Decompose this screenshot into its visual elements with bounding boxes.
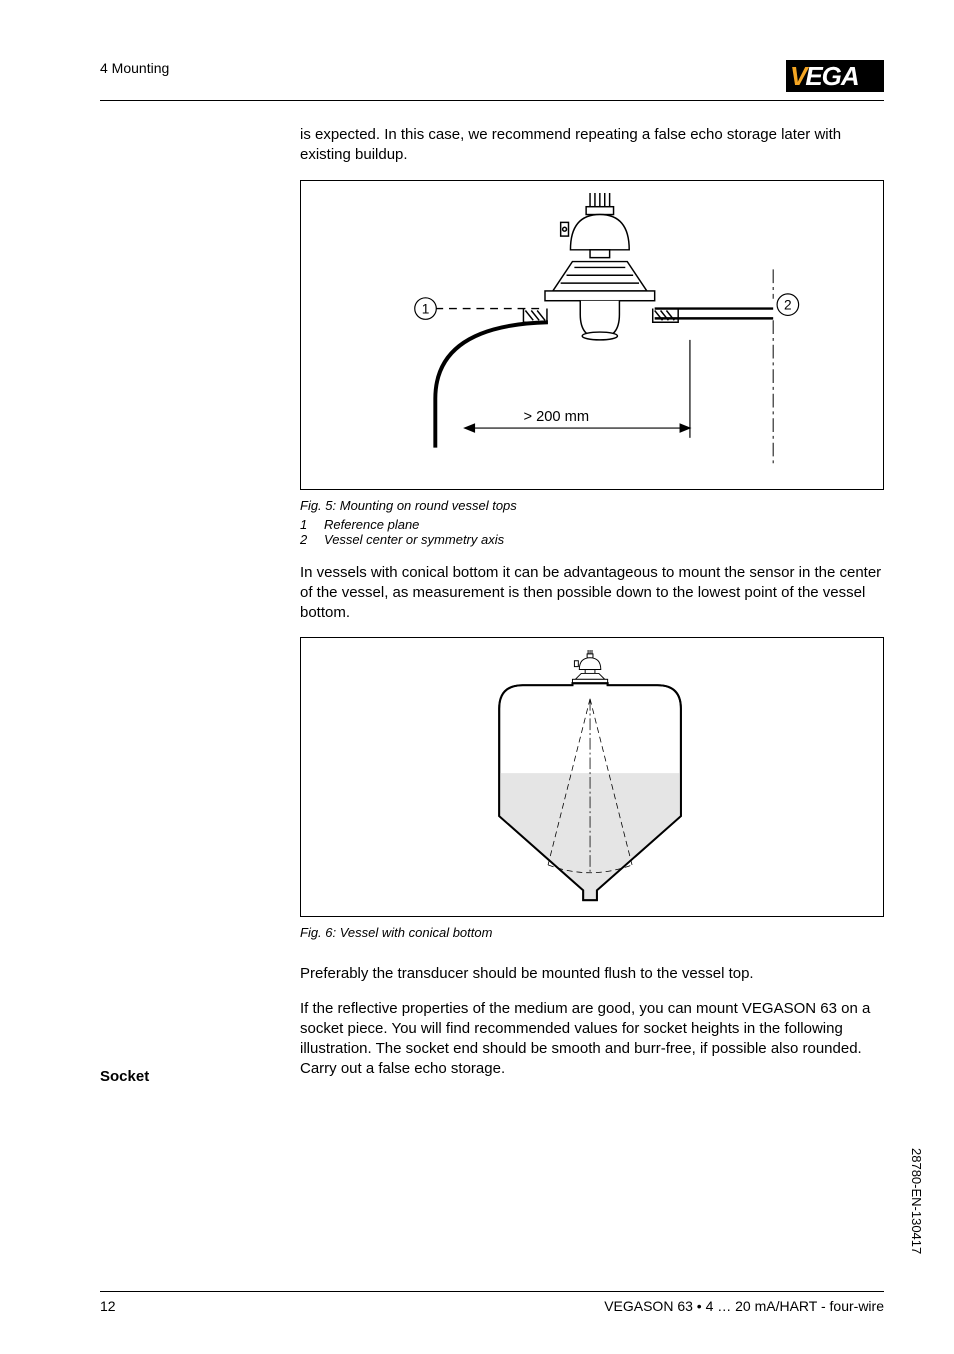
figure5-dimension-label: > 200 mm: [523, 409, 589, 425]
page-number: 12: [100, 1298, 116, 1314]
figure-5-legend: 1 Reference plane 2 Vessel center or sym…: [300, 517, 884, 547]
main-content: is expected. In this case, we recommend …: [300, 125, 884, 1080]
socket-p2: If the reflective properties of the medi…: [300, 999, 884, 1080]
header-divider: [100, 100, 884, 101]
intro-paragraph: is expected. In this case, we recommend …: [300, 125, 884, 166]
figure-6-caption: Fig. 6: Vessel with conical bottom: [300, 925, 884, 940]
document-id-vertical: 28780-EN-130417: [909, 1148, 924, 1254]
legend-text: Reference plane: [324, 517, 419, 532]
vega-logo: VEGA: [786, 60, 884, 92]
legend-num: 1: [300, 517, 324, 532]
footer-divider: [100, 1291, 884, 1292]
figure5-marker-2: 2: [784, 297, 792, 312]
figure-6-box: [300, 637, 884, 917]
figure-5-box: 1 2 > 200 mm: [300, 180, 884, 490]
page-footer: 12 VEGASON 63 • 4 … 20 mA/HART - four-wi…: [100, 1291, 884, 1314]
product-line: VEGASON 63 • 4 … 20 mA/HART - four-wire: [604, 1298, 884, 1314]
figure-5-caption: Fig. 5: Mounting on round vessel tops: [300, 498, 884, 513]
logo-box: VEGA: [786, 60, 884, 92]
legend-item: 1 Reference plane: [300, 517, 884, 532]
socket-p1: Preferably the transducer should be moun…: [300, 964, 884, 984]
mid-paragraph: In vessels with conical bottom it can be…: [300, 563, 884, 624]
logo-letters-ega: EGA: [805, 61, 858, 92]
page-header: 4 Mounting VEGA: [100, 60, 884, 92]
logo-letter-v: V: [790, 61, 807, 92]
page-container: 4 Mounting VEGA is expected. In this cas…: [0, 0, 954, 1354]
footer-row: 12 VEGASON 63 • 4 … 20 mA/HART - four-wi…: [100, 1298, 884, 1314]
legend-text: Vessel center or symmetry axis: [324, 532, 504, 547]
figure-6-svg: [313, 650, 871, 904]
legend-num: 2: [300, 532, 324, 547]
figure-5-svg: 1 2 > 200 mm: [313, 193, 871, 477]
legend-item: 2 Vessel center or symmetry axis: [300, 532, 884, 547]
figure5-marker-1: 1: [422, 301, 430, 316]
section-label: 4 Mounting: [100, 60, 169, 76]
socket-heading: Socket: [100, 1068, 149, 1085]
